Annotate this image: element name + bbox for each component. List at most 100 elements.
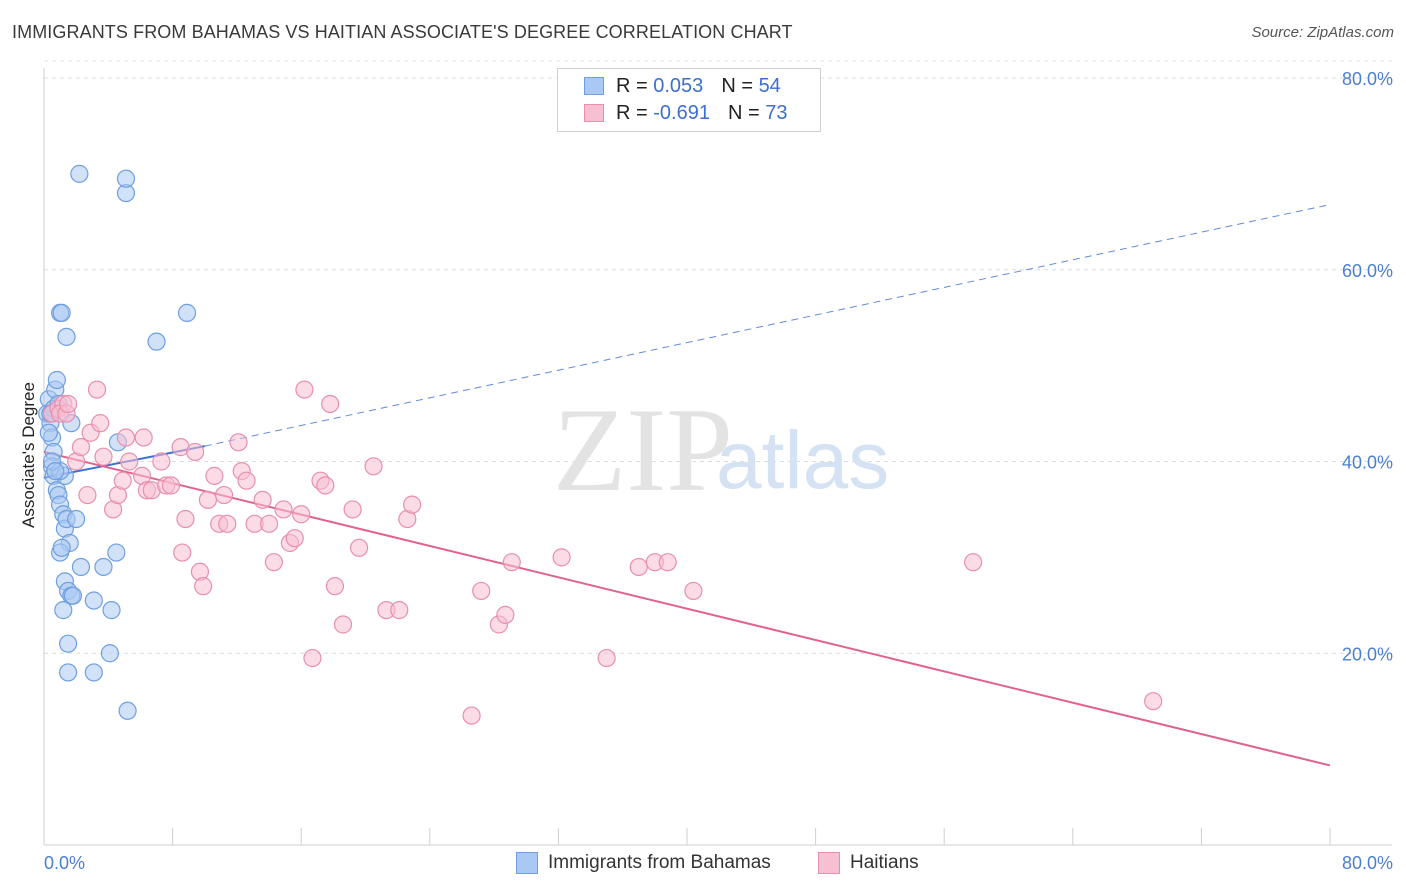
data-point-haitians bbox=[152, 452, 171, 471]
data-point-bahamas bbox=[52, 538, 71, 557]
tick-labels: 20.0% 40.0% 60.0% 80.0% 0.0% 80.0% bbox=[44, 69, 1393, 873]
data-point-bahamas bbox=[39, 423, 58, 442]
stats-row-haitians: R = -0.691 N = 73 bbox=[584, 100, 787, 126]
data-point-haitians bbox=[134, 428, 153, 447]
data-point-haitians bbox=[285, 529, 304, 548]
n-label: N = bbox=[721, 74, 753, 97]
r-label: R = bbox=[616, 101, 648, 124]
data-point-haitians bbox=[264, 553, 283, 572]
data-point-bahamas bbox=[63, 586, 83, 605]
data-point-bahamas bbox=[100, 644, 120, 663]
legend-swatch-haitians bbox=[584, 104, 604, 122]
data-point-bahamas bbox=[84, 591, 103, 610]
data-point-haitians bbox=[496, 605, 515, 625]
y-tick-label: 60.0% bbox=[1342, 261, 1393, 281]
data-point-bahamas bbox=[57, 327, 76, 346]
data-point-haitians bbox=[462, 706, 481, 725]
data-point-bahamas bbox=[84, 663, 103, 682]
stats-legend: R = 0.053 N = 54 R = -0.691 N = 73 bbox=[557, 68, 821, 132]
data-point-haitians bbox=[964, 553, 983, 572]
data-point-haitians bbox=[1144, 692, 1163, 711]
y-tick-label: 80.0% bbox=[1342, 69, 1393, 89]
data-point-bahamas bbox=[59, 663, 78, 682]
data-point-haitians bbox=[116, 428, 136, 447]
data-point-haitians bbox=[186, 442, 205, 462]
y-tick-label: 40.0% bbox=[1342, 453, 1393, 473]
data-point-bahamas bbox=[177, 303, 197, 322]
data-point-haitians bbox=[173, 543, 192, 562]
data-point-bahamas bbox=[147, 332, 166, 351]
y-tick-label: 20.0% bbox=[1342, 644, 1393, 664]
data-point-haitians bbox=[552, 548, 571, 567]
data-point-haitians bbox=[403, 495, 422, 514]
data-point-bahamas bbox=[107, 543, 126, 562]
data-point-bahamas bbox=[52, 303, 71, 322]
axes bbox=[43, 68, 1392, 846]
legend-swatch-bahamas bbox=[584, 77, 604, 95]
n-value: 54 bbox=[758, 74, 781, 97]
data-point-haitians bbox=[205, 466, 224, 485]
legend-item-bahamas[interactable]: Immigrants from Bahamas bbox=[516, 852, 771, 874]
data-point-haitians bbox=[176, 509, 195, 529]
data-point-haitians bbox=[87, 380, 107, 399]
data-point-bahamas bbox=[94, 557, 113, 577]
legend-swatch-haitians bbox=[818, 852, 840, 874]
data-point-bahamas bbox=[59, 634, 78, 653]
data-point-haitians bbox=[658, 553, 677, 572]
data-point-haitians bbox=[349, 538, 369, 557]
data-point-haitians bbox=[259, 514, 279, 533]
trend-line-bahamas-extension bbox=[204, 204, 1331, 447]
n-label: N = bbox=[727, 101, 760, 124]
data-point-haitians bbox=[295, 380, 314, 399]
data-point-bahamas bbox=[118, 701, 137, 720]
watermark-zip: ZIP bbox=[553, 383, 733, 516]
data-point-haitians bbox=[59, 394, 78, 414]
data-point-haitians bbox=[113, 471, 132, 490]
data-point-haitians bbox=[597, 648, 616, 668]
data-point-haitians bbox=[629, 557, 648, 577]
data-point-bahamas bbox=[70, 164, 89, 183]
data-point-haitians bbox=[194, 577, 213, 596]
x-tick-label: 0.0% bbox=[44, 853, 85, 873]
data-point-haitians bbox=[684, 581, 703, 601]
y-axis-label: Associate's Degree bbox=[19, 382, 38, 528]
x-tick-label: 80.0% bbox=[1342, 853, 1393, 873]
data-point-haitians bbox=[321, 394, 340, 414]
data-point-haitians bbox=[274, 500, 293, 519]
grid-lines bbox=[44, 60, 1392, 654]
data-point-haitians bbox=[253, 490, 272, 509]
legend-label: Immigrants from Bahamas bbox=[548, 852, 771, 873]
data-point-bahamas bbox=[47, 370, 66, 390]
data-point-bahamas bbox=[116, 169, 136, 188]
data-point-haitians bbox=[94, 447, 113, 466]
data-point-bahamas bbox=[67, 509, 86, 529]
data-point-haitians bbox=[91, 414, 110, 433]
data-point-haitians bbox=[390, 601, 409, 620]
source-label: Source: ZipAtlas.com bbox=[1251, 24, 1394, 41]
watermark: ZIP atlas bbox=[553, 383, 889, 516]
stats-row-bahamas: R = 0.053 N = 54 bbox=[584, 73, 781, 99]
data-points bbox=[38, 164, 1163, 725]
legend-item-haitians[interactable]: Haitians bbox=[818, 852, 919, 874]
data-point-haitians bbox=[229, 433, 248, 452]
data-point-haitians bbox=[333, 615, 353, 634]
data-point-bahamas bbox=[54, 601, 73, 620]
r-label: R = bbox=[616, 74, 648, 97]
data-point-bahamas bbox=[102, 601, 121, 620]
data-point-bahamas bbox=[46, 461, 65, 481]
data-point-haitians bbox=[78, 485, 97, 505]
r-value: -0.691 bbox=[653, 101, 710, 124]
data-point-haitians bbox=[303, 648, 322, 668]
data-point-haitians bbox=[214, 485, 234, 505]
r-value: 0.053 bbox=[653, 74, 704, 97]
data-point-haitians bbox=[343, 500, 362, 519]
n-value: 73 bbox=[765, 101, 788, 124]
data-point-bahamas bbox=[71, 557, 91, 577]
watermark-atlas: atlas bbox=[716, 415, 889, 506]
data-point-haitians bbox=[218, 514, 237, 533]
data-point-haitians bbox=[325, 577, 345, 596]
legend-label: Haitians bbox=[850, 852, 919, 873]
data-point-haitians bbox=[120, 452, 139, 471]
chart-title: IMMIGRANTS FROM BAHAMAS VS HAITIAN ASSOC… bbox=[12, 22, 793, 42]
